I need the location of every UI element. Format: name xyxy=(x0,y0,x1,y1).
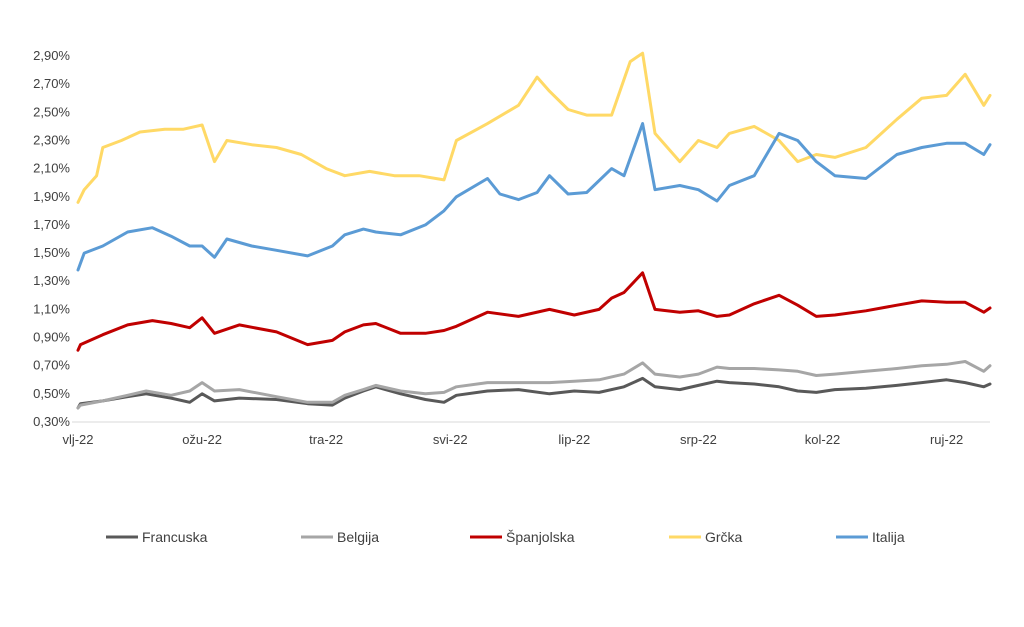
x-tick-label: kol-22 xyxy=(805,432,840,447)
y-tick-label: 0,70% xyxy=(33,358,70,373)
x-tick-label: lip-22 xyxy=(558,432,590,447)
series-line-francuska xyxy=(76,376,992,410)
y-tick-label: 1,90% xyxy=(33,189,70,204)
series-line-belgija xyxy=(76,360,992,410)
y-tick-label: 1,30% xyxy=(33,273,70,288)
series-line-grcka xyxy=(76,51,992,204)
x-tick-label: srp-22 xyxy=(680,432,717,447)
x-tick-label: ožu-22 xyxy=(182,432,222,447)
y-tick-label: 0,50% xyxy=(33,386,70,401)
y-tick-label: 0,30% xyxy=(33,414,70,429)
series-line-spanjolska xyxy=(76,271,992,352)
series-line-italija xyxy=(76,122,992,272)
y-tick-label: 1,50% xyxy=(33,245,70,260)
x-axis-ticks: vlj-22 ožu-22 tra-22 svi-22 lip-22 srp-22 kol-… xyxy=(62,432,963,447)
y-tick-label: 0,90% xyxy=(33,330,70,345)
y-tick-label: 2,70% xyxy=(33,76,70,91)
y-tick-label: 2,50% xyxy=(33,104,70,119)
y-tick-label: 2,10% xyxy=(33,161,70,176)
legend-label-belgija: Belgija xyxy=(337,529,379,545)
y-tick-label: 2,30% xyxy=(33,132,70,147)
y-tick-label: 1,70% xyxy=(33,217,70,232)
x-tick-label: tra-22 xyxy=(309,432,343,447)
x-tick-label: vlj-22 xyxy=(62,432,93,447)
legend-label-francuska: Francuska xyxy=(142,529,208,545)
legend-label-spanjolska: Španjolska xyxy=(506,529,575,545)
x-tick-label: ruj-22 xyxy=(930,432,963,447)
x-tick-label: svi-22 xyxy=(433,432,468,447)
legend: Francuska Belgija Španjolska Grčka Italija xyxy=(106,529,905,545)
legend-label-grcka: Grčka xyxy=(705,529,743,545)
legend-label-italija: Italija xyxy=(872,529,905,545)
series-lines xyxy=(76,51,992,410)
y-tick-label: 2,90% xyxy=(33,48,70,63)
y-tick-label: 1,10% xyxy=(33,301,70,316)
y-axis-ticks: 0,30% 0,50% 0,70% 0,90% 1,10% 1,30% 1,50% 1,70%… xyxy=(33,48,70,429)
